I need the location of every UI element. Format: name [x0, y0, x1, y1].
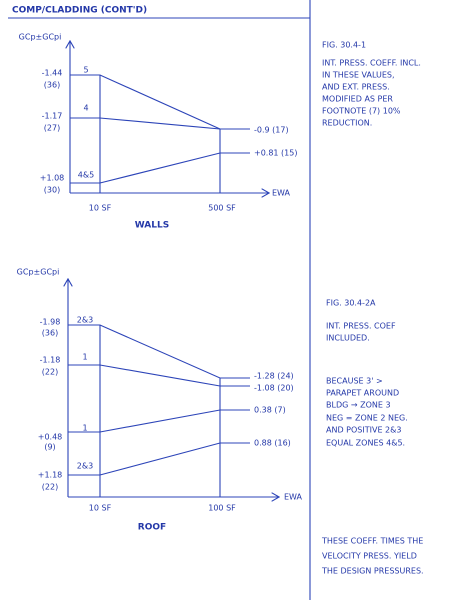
left-label: +1.18 [38, 471, 63, 480]
right-label: -1.08 (20) [254, 384, 294, 393]
left-label: +1.08 [40, 174, 65, 183]
left-label: -1.98 [40, 318, 61, 327]
zone-label: 2&3 [77, 462, 93, 471]
zone-label: 4&5 [78, 171, 94, 180]
caption: ROOF [138, 523, 166, 533]
note-line: FIG. 30.4-1 [322, 41, 366, 50]
caption: WALLS [135, 221, 169, 231]
left-label: (9) [44, 443, 55, 452]
zone-label: 1 [82, 353, 87, 362]
left-label: (22) [42, 483, 58, 492]
note-line: IN THESE VALUES, [322, 71, 395, 80]
note-line: AND EXT. PRESS. [322, 83, 390, 92]
note-line: PARAPET AROUND [326, 389, 399, 398]
left-label: -1.44 [42, 69, 63, 78]
x-axis-label: EWA [272, 189, 291, 198]
curve [70, 152, 250, 184]
note-line: INT. PRESS. COEF [326, 322, 396, 331]
y-axis-label: GCp±GCpi [17, 268, 60, 277]
left-label: -1.17 [42, 112, 63, 121]
right-label: 0.88 (16) [254, 439, 291, 448]
note-line: THE DESIGN PRESSURES. [321, 567, 424, 576]
right-label: +0.81 (15) [254, 149, 297, 158]
zone-label: 5 [83, 66, 88, 75]
note-line: NEG = ZONE 2 NEG. [326, 414, 408, 423]
zone-label: 1 [82, 424, 87, 433]
note-line: FOOTNOTE (7) 10% [322, 107, 401, 116]
note-line: REDUCTION. [322, 119, 372, 128]
curve [68, 409, 250, 433]
left-label: (30) [44, 186, 60, 195]
note-line: EQUAL ZONES 4&5. [326, 439, 405, 448]
note-line: INT. PRESS. COEFF. INCL. [322, 59, 421, 68]
note-line: INCLUDED. [326, 334, 370, 343]
curve [68, 324, 250, 379]
x-label: 10 SF [89, 504, 112, 513]
x-label: 500 SF [208, 204, 236, 213]
curve [70, 117, 221, 130]
x-axis-label: EWA [284, 493, 303, 502]
left-label: +0.48 [38, 433, 63, 442]
y-axis-label: GCp±GCpi [19, 33, 62, 42]
zone-label: 2&3 [77, 316, 93, 325]
note-line: MODIFIED AS PER [322, 95, 393, 104]
right-label: 0.38 (7) [254, 406, 286, 415]
title: COMP/CLADDING (CONT'D) [12, 6, 147, 16]
left-label: (27) [44, 124, 60, 133]
right-label: -0.9 (17) [254, 126, 289, 135]
note-line: FIG. 30.4-2A [326, 299, 376, 308]
curve [68, 364, 250, 387]
left-label: (36) [44, 81, 60, 90]
note-line: AND POSITIVE 2&3 [326, 426, 401, 435]
left-label: -1.18 [40, 356, 61, 365]
curve [68, 442, 250, 476]
note-line: BECAUSE 3' > [326, 377, 383, 386]
zone-label: 4 [83, 104, 88, 113]
left-label: (36) [42, 329, 58, 338]
x-label: 10 SF [89, 204, 112, 213]
note-line: VELOCITY PRESS. YIELD [322, 552, 417, 561]
right-label: -1.28 (24) [254, 372, 294, 381]
left-label: (22) [42, 368, 58, 377]
note-line: THESE COEFF. TIMES THE [321, 537, 423, 546]
note-line: BLDG → ZONE 3 [326, 401, 391, 410]
x-label: 100 SF [208, 504, 236, 513]
curve [70, 74, 250, 130]
